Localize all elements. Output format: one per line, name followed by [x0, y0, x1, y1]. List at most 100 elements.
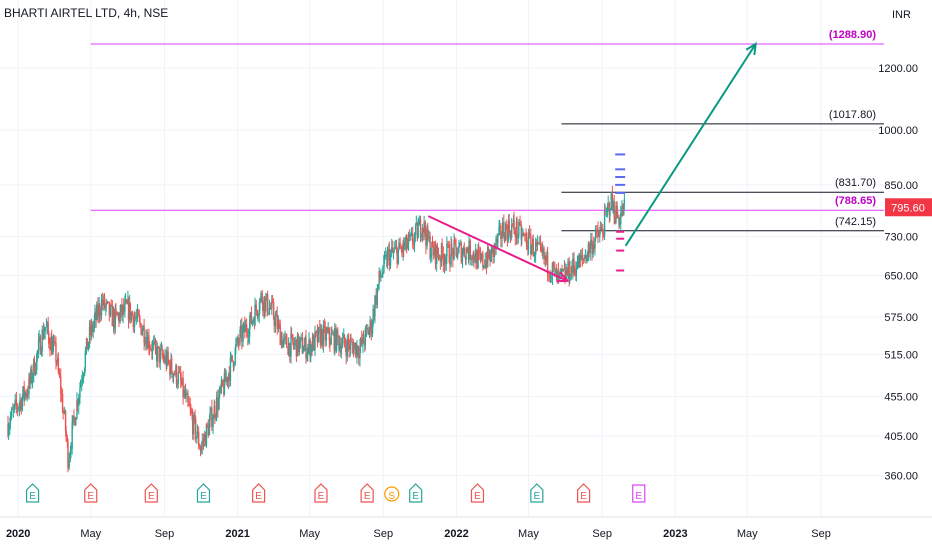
candle-body: [479, 252, 481, 255]
currency-label: INR: [892, 9, 911, 21]
candle-body: [152, 342, 155, 345]
candle-body: [14, 399, 16, 404]
candle-body: [66, 437, 69, 442]
candle-body: [187, 393, 189, 402]
candle-body: [413, 234, 416, 245]
candle-body: [463, 247, 465, 257]
candle-body: [516, 221, 518, 238]
candle-body: [231, 355, 233, 362]
candle-body: [484, 259, 486, 268]
event-letter: E: [533, 491, 540, 502]
candle-body: [460, 243, 462, 262]
candle-body: [91, 324, 93, 333]
candle-body: [167, 360, 170, 363]
earnings-event-icon[interactable]: E: [577, 483, 591, 503]
candle-body: [28, 377, 31, 384]
candle-body: [415, 222, 418, 225]
candle-body: [132, 315, 135, 328]
candle-body: [103, 296, 106, 309]
candle-body: [261, 293, 263, 303]
earnings-event-icon[interactable]: E: [530, 483, 544, 503]
candle-body: [254, 304, 256, 326]
y-tick-label: 1000.00: [878, 125, 918, 137]
candle-body: [9, 423, 11, 429]
candle-body: [64, 410, 67, 431]
earnings-event-icon[interactable]: E: [632, 484, 646, 503]
candle-body: [476, 250, 478, 268]
event-badge: [360, 483, 374, 503]
candle-body: [569, 279, 571, 282]
earnings-event-icon[interactable]: E: [196, 483, 211, 503]
candle-body: [537, 242, 539, 244]
candle-body: [539, 242, 542, 245]
candle-body: [99, 304, 101, 316]
candle-body: [239, 325, 242, 330]
earnings-event-icon[interactable]: E: [360, 483, 374, 503]
candle-body: [163, 357, 165, 362]
candle-body: [145, 337, 147, 344]
candle-body: [358, 354, 360, 359]
candle-body: [403, 241, 405, 250]
candle-body: [247, 336, 250, 338]
candle-body: [371, 324, 374, 334]
candle-body: [158, 346, 160, 363]
earnings-event-icon[interactable]: E: [25, 483, 40, 503]
candle-body: [43, 331, 45, 339]
candle-body: [534, 241, 537, 256]
candle-body: [527, 232, 530, 250]
x-tick-label: 2022: [444, 528, 468, 540]
candle-body: [397, 249, 400, 264]
trend-arrow-head: [745, 42, 757, 56]
candle-body: [436, 245, 438, 265]
earnings-event-icon[interactable]: E: [84, 483, 98, 503]
candle-body: [300, 337, 302, 339]
candle-body: [623, 199, 626, 204]
candle-body: [55, 342, 57, 363]
candle-body: [410, 233, 413, 235]
earnings-event-icon[interactable]: E: [409, 483, 423, 503]
candle-body: [602, 229, 604, 235]
candle-body: [446, 243, 448, 257]
earnings-event-icon[interactable]: E: [144, 483, 158, 503]
candle-body: [521, 233, 523, 240]
candle-body: [235, 343, 237, 349]
candle-body: [620, 213, 622, 225]
candle-body: [536, 242, 539, 247]
candle-body: [178, 372, 181, 374]
candle-body: [359, 346, 361, 359]
candle-body: [380, 276, 382, 278]
candle-body: [458, 245, 460, 254]
earnings-event-icon[interactable]: E: [252, 483, 266, 503]
candle-body: [41, 329, 43, 351]
candle-body: [385, 254, 387, 257]
candle-body: [482, 265, 485, 267]
candle-body: [608, 203, 611, 216]
candle-body: [427, 226, 429, 239]
candle-body: [623, 203, 625, 215]
candle-body: [311, 335, 314, 351]
candle-body: [290, 333, 293, 335]
candle-body: [600, 227, 603, 230]
candle-body: [375, 295, 377, 305]
candle-body: [551, 263, 554, 277]
event-letter: E: [635, 491, 642, 502]
candle-body: [15, 399, 18, 406]
earnings-event-icon[interactable]: E: [314, 483, 328, 503]
earnings-event-icon[interactable]: E: [470, 483, 485, 503]
candle-body: [94, 311, 96, 320]
candle-body: [221, 380, 224, 386]
candle-body: [52, 343, 54, 355]
candle-body: [116, 312, 118, 316]
candle-body: [504, 223, 507, 242]
candlestick-series: [7, 185, 626, 473]
y-tick-label: 730.00: [884, 231, 918, 243]
candle-body: [510, 224, 513, 238]
candle-body: [477, 250, 479, 268]
candle-body: [33, 359, 36, 375]
candle-body: [503, 236, 506, 242]
event-letter: S: [388, 491, 395, 502]
candle-body: [126, 300, 128, 304]
split-event-icon[interactable]: S: [384, 486, 400, 502]
